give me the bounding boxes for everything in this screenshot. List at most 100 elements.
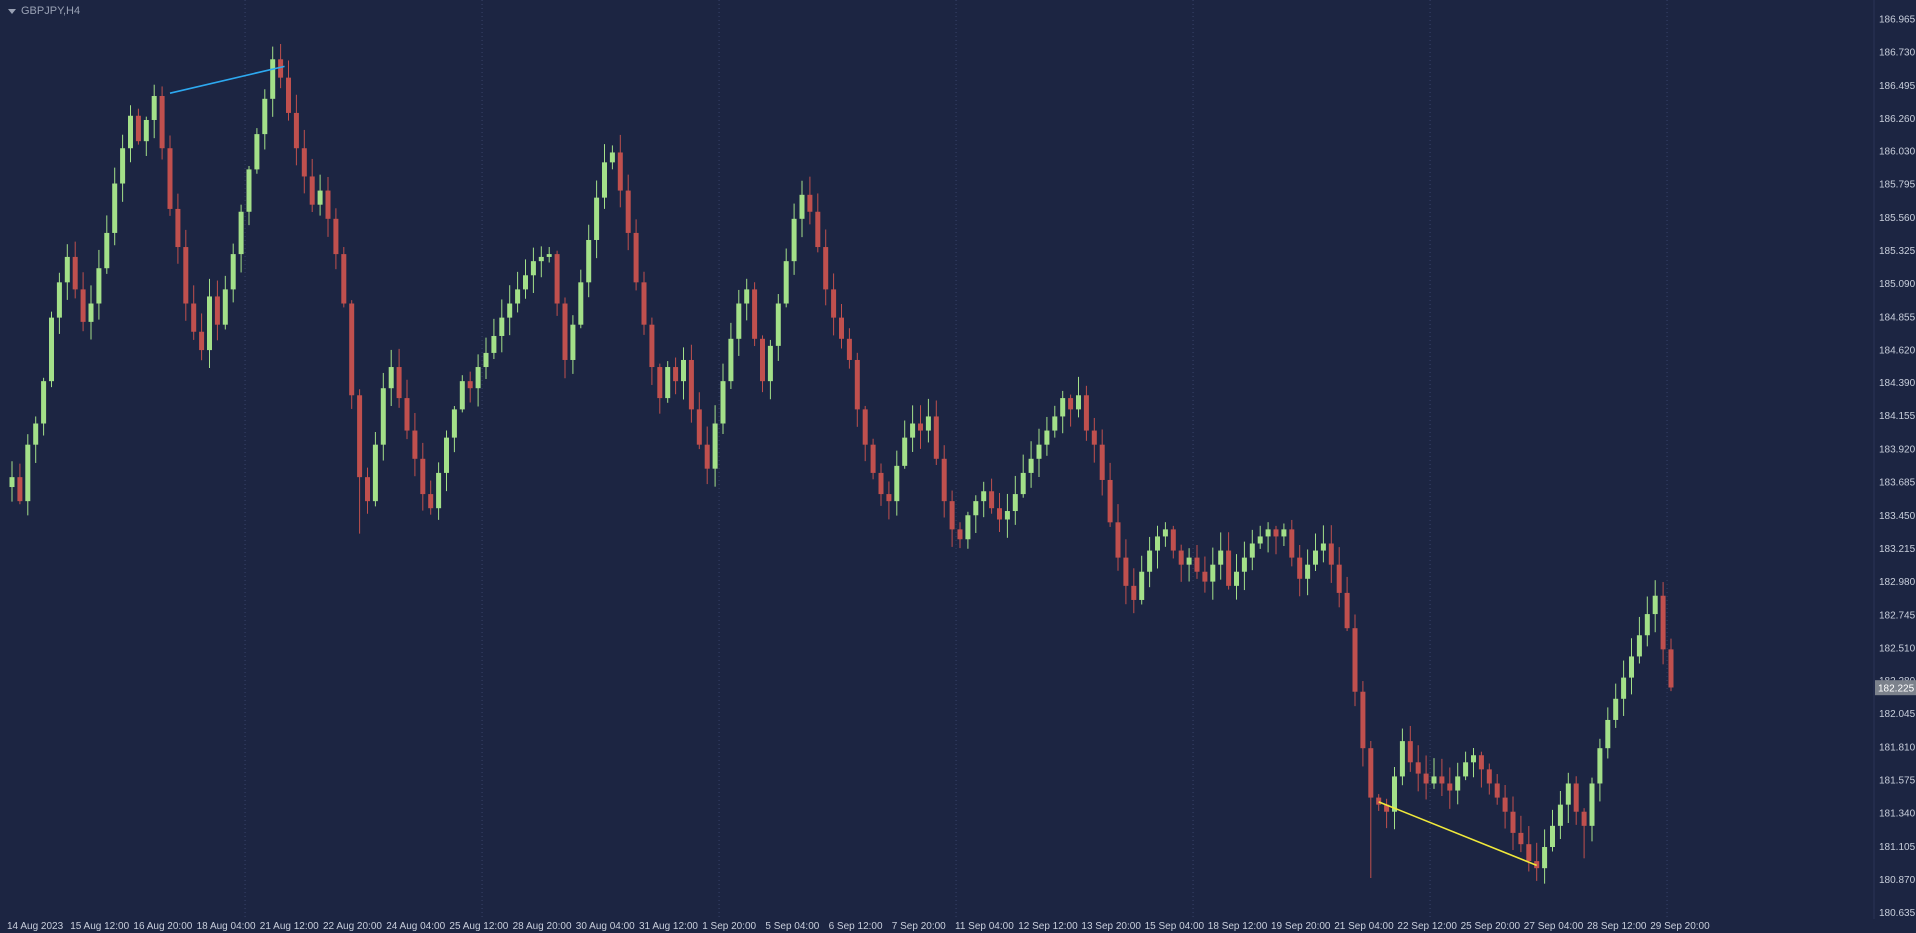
candle [1305, 549, 1311, 596]
candle [1415, 745, 1421, 792]
candle [1336, 547, 1342, 608]
candle [1257, 525, 1263, 549]
candle [1447, 767, 1453, 809]
candle [594, 180, 600, 259]
candle [309, 158, 315, 213]
candle [333, 208, 339, 270]
dropdown-arrow-icon[interactable] [8, 8, 16, 14]
candle [997, 492, 1002, 532]
candle [1289, 519, 1295, 567]
candle [491, 318, 497, 360]
candle [1399, 728, 1405, 786]
candle [1526, 826, 1532, 872]
candle [625, 174, 631, 251]
candle [1178, 544, 1184, 582]
candle [846, 328, 852, 369]
candle [1573, 776, 1579, 825]
candle [365, 467, 370, 514]
price-axis[interactable]: 186.965 186.730 186.495 186.260 186.030 185.7… [1879, 15, 1916, 920]
candle [1028, 441, 1034, 488]
candle [1281, 523, 1287, 547]
candle [767, 339, 773, 400]
candle [657, 363, 663, 414]
candle [436, 462, 442, 520]
candle [1344, 576, 1350, 632]
price-axis-label: 181.105 [1879, 842, 1916, 853]
candle [1613, 683, 1619, 728]
candle [72, 241, 78, 299]
candle [1226, 532, 1232, 590]
candle [609, 145, 615, 170]
time-axis-label: 27 Sep 04:00 [1524, 921, 1584, 932]
candle [1234, 554, 1239, 600]
candle [143, 116, 149, 156]
candle [1368, 740, 1374, 879]
candle [483, 337, 489, 379]
price-axis-label: 184.855 [1879, 312, 1916, 323]
candle [1068, 394, 1074, 427]
current-price-value: 182.225 [1878, 684, 1915, 695]
candle [151, 84, 157, 139]
time-axis-label: 21 Aug 12:00 [260, 921, 319, 932]
candle [602, 144, 607, 209]
candle [1360, 681, 1366, 767]
time-axis-label: 24 Aug 04:00 [386, 921, 445, 932]
candle [357, 389, 363, 534]
price-axis-label: 186.260 [1879, 114, 1916, 125]
price-axis-label: 181.575 [1879, 775, 1916, 786]
price-axis-label: 181.810 [1879, 742, 1916, 753]
candle [254, 128, 260, 174]
time-axis-label: 21 Sep 04:00 [1334, 921, 1394, 932]
candle [230, 243, 236, 303]
candle [222, 275, 228, 330]
candle [949, 490, 955, 547]
candle [823, 229, 829, 306]
candle [1012, 475, 1018, 525]
candle [167, 135, 173, 216]
time-axis[interactable]: 14 Aug 2023 15 Aug 12:00 16 Aug 20:00 18 Au… [7, 921, 1710, 932]
candle [1186, 548, 1192, 582]
price-axis-label: 182.510 [1879, 643, 1916, 654]
time-axis-label: 25 Aug 12:00 [449, 921, 508, 932]
candle [1052, 405, 1058, 438]
candle [380, 372, 386, 461]
blue-trendline[interactable] [169, 65, 285, 94]
candle [444, 430, 449, 492]
candle [1297, 545, 1303, 597]
candle [120, 134, 126, 202]
candle [1605, 707, 1611, 759]
candle [420, 442, 426, 511]
candle [1147, 536, 1153, 588]
candle [886, 481, 892, 520]
candle [1660, 582, 1666, 665]
time-axis-label: 28 Aug 20:00 [513, 921, 572, 932]
yellow-trendline[interactable] [1378, 801, 1537, 867]
candle [1320, 525, 1326, 563]
symbol-timeframe-label: GBPJPY,H4 [8, 5, 80, 17]
candle [1407, 725, 1413, 772]
candle [1044, 416, 1050, 456]
candle [791, 203, 797, 275]
price-axis-label: 182.745 [1879, 610, 1916, 621]
candle [1218, 532, 1224, 580]
candle [1131, 568, 1137, 614]
candle [56, 272, 62, 334]
candle [1550, 809, 1555, 852]
candle [910, 405, 916, 452]
price-axis-label: 182.045 [1879, 709, 1916, 720]
candle [941, 445, 947, 518]
candle [1644, 596, 1650, 647]
candle [728, 322, 734, 389]
candle [878, 463, 884, 506]
time-axis-label: 19 Sep 20:00 [1271, 921, 1331, 932]
candle [1139, 555, 1145, 605]
candle [1091, 417, 1097, 463]
time-axis-label: 1 Sep 20:00 [702, 921, 756, 932]
candle [1099, 429, 1105, 496]
candle [515, 271, 521, 313]
candle [1265, 522, 1271, 553]
candle [412, 413, 418, 477]
price-axis-label: 185.560 [1879, 213, 1916, 224]
candle [831, 273, 837, 336]
